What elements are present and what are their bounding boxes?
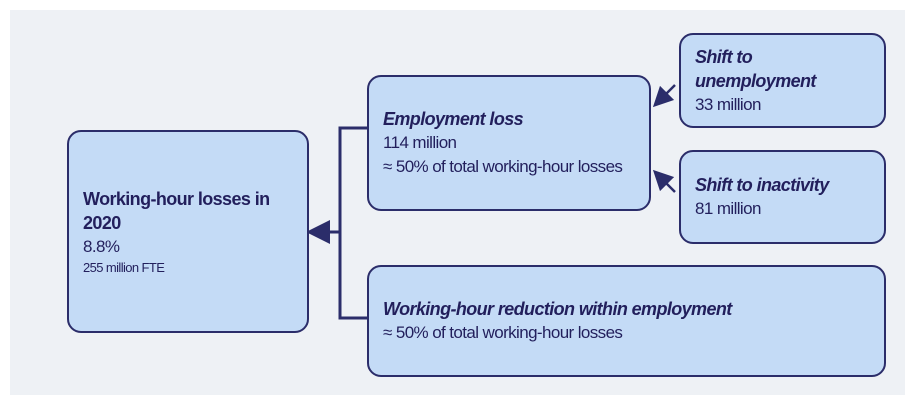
box-title: Shift to inactivity (695, 175, 829, 195)
box-line: 8.8% (83, 236, 120, 256)
box-title: Employment loss (383, 109, 524, 129)
arrow (652, 84, 676, 108)
box-line: 114 million (383, 133, 457, 152)
employment-loss-box: Employment loss 114 million ≈ 50% of tot… (367, 75, 651, 211)
box-line: 33 million (695, 94, 761, 114)
unemployment-box: Shift to unemployment 33 million (679, 33, 886, 128)
box-title: Working-hour reduction within employment (383, 299, 732, 319)
box-line: 81 million (695, 199, 761, 218)
box-title: Working-hour losses in 2020 (83, 188, 270, 233)
arrow (652, 169, 676, 193)
box-line: 255 million FTE (83, 259, 165, 275)
box-title: Shift to unemployment (695, 46, 816, 91)
bracket (338, 126, 367, 320)
reduction-box: Working-hour reduction within employment… (367, 265, 886, 377)
box-line: ≈ 50% of total working-hour losses (383, 157, 623, 176)
box-line: ≈ 50% of total working-hour losses (383, 323, 623, 342)
inactivity-box: Shift to inactivity 81 million (679, 150, 886, 244)
total-box: Working-hour losses in 2020 8.8% 255 mil… (67, 130, 309, 333)
